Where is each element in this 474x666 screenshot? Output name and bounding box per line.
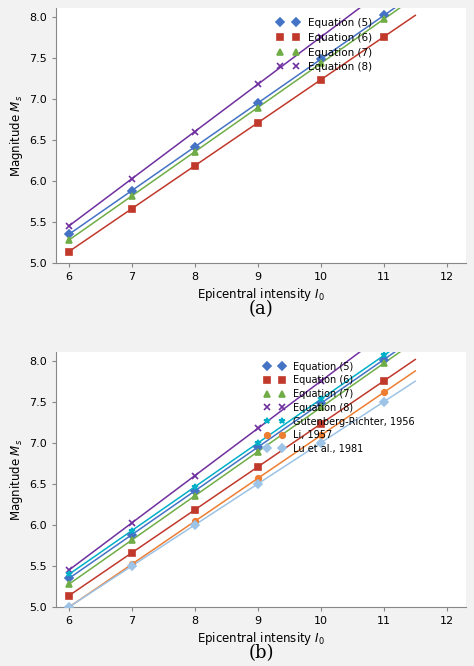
Equation (8) <box>318 33 324 41</box>
Lu et al., 1981 <box>66 603 72 611</box>
Equation (7) <box>381 15 387 23</box>
Text: (b): (b) <box>248 644 273 662</box>
Equation (6) <box>129 549 135 557</box>
Equation (5) <box>255 443 261 451</box>
Equation (5) <box>318 55 324 63</box>
Lu et al., 1981 <box>255 480 261 488</box>
Li, 1957 <box>255 474 261 482</box>
Line: Equation (7): Equation (7) <box>66 17 387 243</box>
Y-axis label: Magnitude $M_s$: Magnitude $M_s$ <box>9 95 25 176</box>
Equation (8) <box>129 174 135 182</box>
X-axis label: Epicentral intensity $I_0$: Epicentral intensity $I_0$ <box>197 286 325 303</box>
Equation (8) <box>66 222 72 230</box>
Equation (5) <box>129 186 135 194</box>
Equation (7) <box>255 103 261 111</box>
Equation (7) <box>192 148 198 156</box>
Li, 1957 <box>318 432 324 440</box>
Equation (5) <box>318 400 324 408</box>
Legend: Equation (5), Equation (6), Equation (7), Equation (8), Gutenberg-Richter, 1956,: Equation (5), Equation (6), Equation (7)… <box>262 360 417 456</box>
Equation (5) <box>66 230 72 238</box>
Equation (7) <box>381 359 387 367</box>
Equation (6) <box>192 505 198 513</box>
Line: Equation (7): Equation (7) <box>66 360 387 587</box>
Equation (7) <box>66 236 72 244</box>
Li, 1957 <box>381 388 387 396</box>
Gutenberg-Richter, 1956 <box>192 483 198 491</box>
Equation (8) <box>129 519 135 527</box>
Equation (6) <box>255 119 261 127</box>
Gutenberg-Richter, 1956 <box>66 570 72 578</box>
Equation (7) <box>129 192 135 200</box>
Equation (5) <box>381 11 387 19</box>
Line: Lu et al., 1981: Lu et al., 1981 <box>66 399 387 610</box>
Line: Li, 1957: Li, 1957 <box>66 390 387 610</box>
Lu et al., 1981 <box>192 521 198 529</box>
Equation (8) <box>255 81 261 89</box>
Lu et al., 1981 <box>318 439 324 447</box>
Equation (8) <box>381 330 387 338</box>
Equation (6) <box>255 463 261 471</box>
Line: Equation (8): Equation (8) <box>66 331 387 573</box>
Equation (7) <box>255 448 261 456</box>
Y-axis label: Magnitude $M_s$: Magnitude $M_s$ <box>9 439 25 521</box>
Equation (6) <box>381 377 387 385</box>
Gutenberg-Richter, 1956 <box>381 352 387 360</box>
Li, 1957 <box>66 603 72 611</box>
Legend: Equation (5), Equation (6), Equation (7), Equation (8): Equation (5), Equation (6), Equation (7)… <box>274 16 374 75</box>
Equation (8) <box>192 127 198 135</box>
Equation (7) <box>129 536 135 544</box>
Equation (5) <box>255 99 261 107</box>
Equation (5) <box>192 487 198 495</box>
Lu et al., 1981 <box>129 562 135 570</box>
Li, 1957 <box>192 517 198 525</box>
Equation (6) <box>66 591 72 599</box>
Equation (7) <box>66 580 72 588</box>
Equation (7) <box>318 59 324 67</box>
Equation (6) <box>318 420 324 428</box>
Line: Equation (8): Equation (8) <box>66 0 387 228</box>
Equation (8) <box>255 424 261 432</box>
Gutenberg-Richter, 1956 <box>255 439 261 447</box>
Equation (6) <box>129 204 135 212</box>
Equation (6) <box>66 248 72 256</box>
Equation (8) <box>192 472 198 480</box>
Line: Equation (5): Equation (5) <box>66 13 387 237</box>
Li, 1957 <box>129 560 135 568</box>
Gutenberg-Richter, 1956 <box>318 395 324 403</box>
Equation (5) <box>129 531 135 539</box>
Equation (8) <box>66 566 72 574</box>
X-axis label: Epicentral intensity $I_0$: Epicentral intensity $I_0$ <box>197 630 325 647</box>
Equation (7) <box>192 492 198 500</box>
Line: Equation (6): Equation (6) <box>66 378 387 599</box>
Equation (5) <box>381 356 387 364</box>
Equation (6) <box>318 76 324 84</box>
Equation (6) <box>192 162 198 170</box>
Equation (6) <box>381 33 387 41</box>
Equation (5) <box>192 143 198 151</box>
Equation (8) <box>318 377 324 385</box>
Lu et al., 1981 <box>381 398 387 406</box>
Line: Equation (5): Equation (5) <box>66 357 387 581</box>
Equation (7) <box>318 404 324 412</box>
Line: Equation (6): Equation (6) <box>66 34 387 254</box>
Gutenberg-Richter, 1956 <box>129 527 135 535</box>
Line: Gutenberg-Richter, 1956: Gutenberg-Richter, 1956 <box>66 353 387 577</box>
Text: (a): (a) <box>248 300 273 318</box>
Equation (5) <box>66 575 72 583</box>
